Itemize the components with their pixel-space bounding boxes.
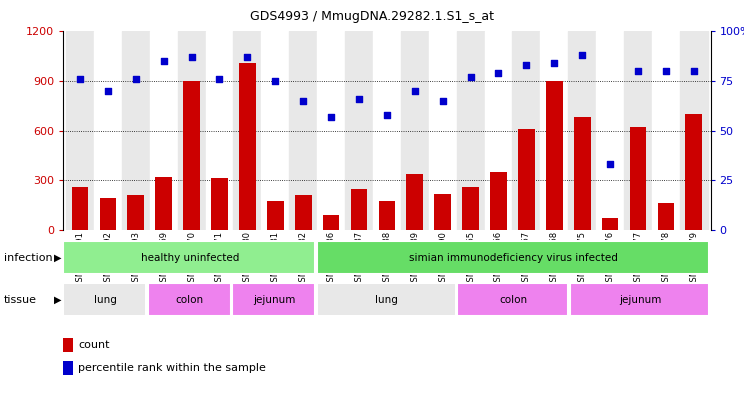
Bar xyxy=(574,118,591,230)
Point xyxy=(158,58,170,64)
Bar xyxy=(658,204,674,230)
Text: colon: colon xyxy=(499,295,527,305)
Text: colon: colon xyxy=(176,295,204,305)
Point xyxy=(353,96,365,102)
Point xyxy=(464,74,476,80)
Bar xyxy=(66,31,94,230)
Bar xyxy=(406,174,423,230)
Bar xyxy=(71,187,89,230)
Bar xyxy=(155,177,172,230)
Text: jejunum: jejunum xyxy=(253,295,295,305)
Point xyxy=(660,68,672,74)
Bar xyxy=(429,31,457,230)
Bar xyxy=(261,31,289,230)
Text: healthy uninfected: healthy uninfected xyxy=(141,253,239,263)
Bar xyxy=(316,241,709,274)
Bar xyxy=(94,31,122,230)
Point xyxy=(297,98,310,104)
Point xyxy=(102,88,114,94)
Point xyxy=(520,62,532,68)
Point xyxy=(325,114,337,120)
Point xyxy=(269,78,281,84)
Bar xyxy=(462,187,479,230)
Bar xyxy=(570,283,709,316)
Bar xyxy=(316,283,456,316)
Bar xyxy=(596,31,624,230)
Bar xyxy=(490,172,507,230)
Bar xyxy=(518,129,535,230)
Bar xyxy=(127,195,144,230)
Text: simian immunodeficiency virus infected: simian immunodeficiency virus infected xyxy=(409,253,618,263)
Point xyxy=(604,161,616,167)
Bar xyxy=(457,31,484,230)
Bar xyxy=(624,31,652,230)
Point xyxy=(214,76,225,82)
Point xyxy=(548,60,560,66)
Bar xyxy=(685,114,702,230)
Bar xyxy=(680,31,708,230)
Point xyxy=(632,68,644,74)
Point xyxy=(493,70,504,76)
Bar xyxy=(183,81,200,230)
Bar xyxy=(568,31,596,230)
Bar xyxy=(345,31,373,230)
Point xyxy=(74,76,86,82)
Point xyxy=(130,76,142,82)
Bar xyxy=(484,31,513,230)
Point xyxy=(576,52,588,59)
Point xyxy=(409,88,421,94)
Bar xyxy=(323,215,339,230)
Bar xyxy=(295,195,312,230)
Point xyxy=(687,68,699,74)
Bar xyxy=(100,198,116,230)
Bar xyxy=(205,31,234,230)
Bar xyxy=(150,31,178,230)
Bar xyxy=(458,283,568,316)
Bar xyxy=(629,127,647,230)
Bar xyxy=(232,283,315,316)
Text: infection: infection xyxy=(4,253,52,263)
Text: GDS4993 / MmugDNA.29282.1.S1_s_at: GDS4993 / MmugDNA.29282.1.S1_s_at xyxy=(250,10,494,23)
Bar xyxy=(652,31,680,230)
Bar xyxy=(317,31,345,230)
Text: ▶: ▶ xyxy=(54,295,61,305)
Bar xyxy=(122,31,150,230)
Point xyxy=(437,98,449,104)
Bar xyxy=(147,283,231,316)
Bar xyxy=(373,31,401,230)
Bar xyxy=(63,338,73,352)
Bar xyxy=(350,189,368,230)
Bar xyxy=(63,361,73,375)
Bar xyxy=(401,31,429,230)
Point xyxy=(241,54,253,61)
Text: lung: lung xyxy=(376,295,398,305)
Point xyxy=(381,112,393,118)
Bar xyxy=(234,31,261,230)
Bar xyxy=(211,178,228,230)
Bar xyxy=(546,81,562,230)
Bar xyxy=(602,217,618,230)
Bar xyxy=(513,31,540,230)
Bar xyxy=(540,31,568,230)
Point xyxy=(186,54,198,61)
Bar xyxy=(63,241,315,274)
Bar xyxy=(63,283,147,316)
Text: percentile rank within the sample: percentile rank within the sample xyxy=(78,363,266,373)
Text: lung: lung xyxy=(94,295,117,305)
Bar xyxy=(434,193,451,230)
Text: jejunum: jejunum xyxy=(619,295,661,305)
Bar xyxy=(178,31,205,230)
Bar xyxy=(267,201,283,230)
Bar xyxy=(239,63,256,230)
Bar xyxy=(289,31,317,230)
Text: tissue: tissue xyxy=(4,295,36,305)
Text: ▶: ▶ xyxy=(54,253,61,263)
Bar xyxy=(379,201,395,230)
Text: count: count xyxy=(78,340,109,350)
